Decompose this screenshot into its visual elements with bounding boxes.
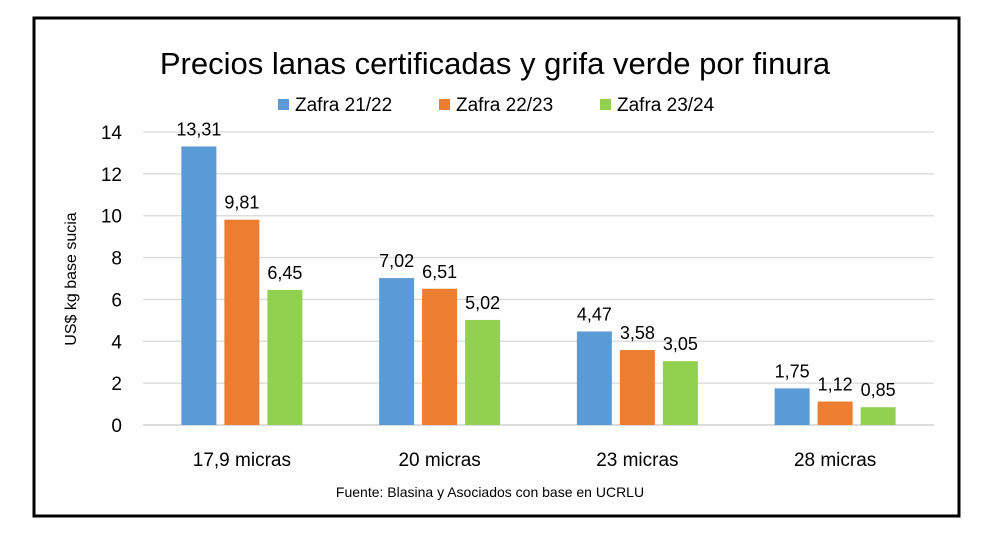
bar — [860, 407, 896, 425]
y-tick-label: 0 — [111, 416, 122, 437]
legend-label: Zafra 23/24 — [617, 95, 715, 116]
legend: Zafra 21/22 Zafra 22/23 Zafra 23/24 — [278, 95, 715, 116]
x-axis-labels: 17,9 micras 20 micras 23 micras 28 micras — [193, 450, 877, 471]
bars: 13,31 9,81 6,45 7,02 6,51 5,02 4,47 3,58 3,05 1,7… — [176, 119, 896, 425]
bar — [465, 319, 501, 425]
y-tick-label: 10 — [101, 207, 122, 228]
chart-title: Precios lanas certificadas y grifa verde… — [160, 46, 831, 81]
data-label: 7,02 — [379, 251, 414, 271]
legend-swatch — [278, 99, 289, 110]
gridlines: 0 2 4 6 8 10 12 14 — [101, 123, 934, 437]
data-label: 13,31 — [176, 119, 221, 139]
data-label: 3,58 — [620, 323, 655, 343]
data-label: 1,12 — [818, 375, 853, 395]
x-tick-label: 28 micras — [794, 450, 876, 471]
y-tick-label: 12 — [101, 165, 122, 186]
data-label: 5,02 — [465, 293, 500, 313]
bar — [267, 290, 303, 425]
bar — [662, 361, 698, 425]
bar — [224, 219, 260, 425]
chart-border — [32, 16, 961, 518]
y-tick-label: 14 — [101, 123, 123, 144]
data-label: 4,47 — [577, 304, 612, 324]
y-tick-label: 2 — [111, 374, 122, 395]
legend-swatch — [439, 99, 450, 110]
bar — [379, 278, 415, 425]
bar — [576, 331, 612, 425]
y-axis-label: US$ kg base sucia — [63, 212, 80, 346]
bar — [422, 288, 458, 425]
y-tick-label: 4 — [111, 332, 122, 353]
data-label: 0,85 — [861, 380, 896, 400]
bar — [619, 350, 655, 425]
legend-swatch — [600, 99, 611, 110]
bar — [817, 401, 853, 425]
x-tick-label: 17,9 micras — [193, 450, 291, 471]
bar — [774, 388, 810, 425]
data-label: 1,75 — [775, 361, 810, 381]
data-label: 6,51 — [422, 262, 457, 282]
y-tick-label: 6 — [111, 290, 122, 311]
bar — [181, 146, 217, 425]
x-tick-label: 20 micras — [398, 450, 480, 471]
y-tick-label: 8 — [111, 249, 122, 270]
data-label: 3,05 — [663, 334, 698, 354]
x-tick-label: 23 micras — [596, 450, 678, 471]
data-label: 9,81 — [224, 193, 259, 213]
data-label: 6,45 — [267, 263, 302, 283]
legend-label: Zafra 21/22 — [295, 95, 392, 116]
legend-label: Zafra 22/23 — [456, 95, 553, 116]
source-note: Fuente: Blasina y Asociados con base en … — [336, 484, 644, 500]
